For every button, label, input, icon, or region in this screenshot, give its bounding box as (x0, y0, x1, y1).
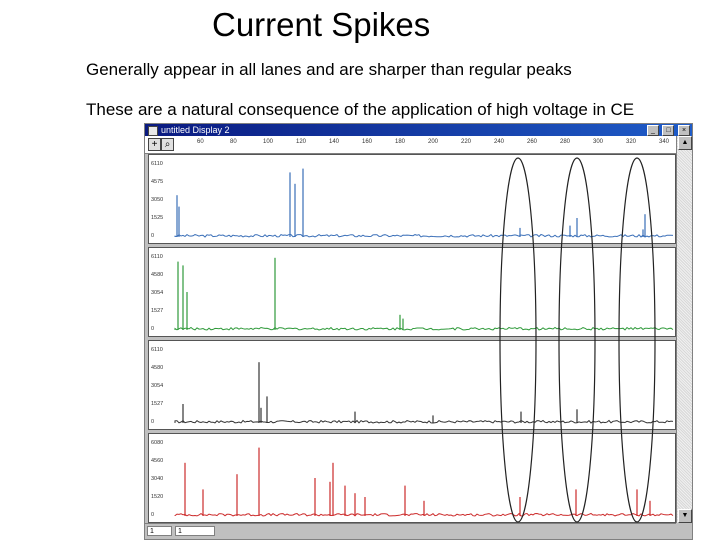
scale-label: 300 (593, 139, 604, 145)
scroll-up-icon[interactable]: ▲ (678, 136, 692, 150)
y-tick-label: 1527 (151, 308, 164, 314)
window-titlebar[interactable]: untitled Display 2 _ □ × (145, 124, 692, 136)
slide-title: Current Spikes (212, 6, 431, 43)
lane-trace-svg (174, 362, 674, 424)
scale-label: 100 (263, 139, 274, 145)
scale-label: 280 (560, 139, 571, 145)
baseline-trace (174, 326, 674, 331)
scale-label: 240 (494, 139, 505, 145)
scale-label: 120 (296, 139, 307, 145)
status-bar: 1 1 (145, 523, 676, 539)
bullet-1: Generally appear in all lanes and are sh… (86, 60, 572, 79)
y-tick-label: 4560 (151, 458, 164, 464)
scale-label: 220 (461, 139, 472, 145)
y-tick-label: 0 (151, 326, 155, 332)
status-field-1[interactable]: 1 (147, 526, 172, 536)
lane-trace-svg (174, 447, 674, 517)
scale-label: 80 (230, 139, 237, 145)
y-tick-label: 1527 (151, 401, 164, 407)
maximize-button[interactable]: □ (662, 125, 675, 136)
y-tick-label: 6110 (151, 161, 163, 167)
scale-label: 320 (626, 139, 637, 145)
scale-label: 60 (197, 139, 204, 145)
bullet-2: These are a natural consequence of the a… (86, 100, 635, 119)
scale-label: 140 (329, 139, 340, 145)
status-field-2[interactable]: 1 (175, 526, 215, 536)
lane-trace-svg (174, 257, 674, 331)
scale-label: 340 (659, 139, 670, 145)
y-tick-label: 0 (151, 233, 155, 239)
lane-3: 6110 4580 3054 1527 0 (148, 340, 676, 430)
y-tick-label: 4575 (151, 179, 164, 185)
scale-label: 200 (428, 139, 439, 145)
scale-label: 260 (527, 139, 538, 145)
scale-label: 180 (395, 139, 406, 145)
magnifier-icon[interactable]: ⌕ (161, 138, 174, 151)
baseline-trace (174, 419, 674, 424)
app-icon (148, 126, 158, 136)
display-toolbar: + ⌕ 60 80 100 120 140 160 180 200 220 240 260 280 30… (145, 136, 676, 154)
lane-2: 6110 4580 3054 1527 0 (148, 247, 676, 337)
window-title: untitled Display 2 (161, 125, 230, 135)
vertical-scrollbar[interactable]: ▲ ▼ (676, 136, 692, 523)
zoom-plus-icon[interactable]: + (148, 138, 161, 151)
y-tick-label: 1525 (151, 215, 164, 221)
lane-4: 6080 4560 3040 1520 0 (148, 433, 676, 523)
y-tick-label: 0 (151, 512, 155, 518)
lane-trace-svg (174, 168, 674, 238)
baseline-trace (174, 233, 674, 238)
y-tick-label: 0 (151, 419, 155, 425)
y-tick-label: 3054 (151, 290, 164, 296)
display-window: untitled Display 2 _ □ × + ⌕ 60 80 100 120 1… (144, 123, 693, 540)
y-tick-label: 4580 (151, 272, 164, 278)
scale-label: 160 (362, 139, 373, 145)
y-tick-label: 6080 (151, 440, 164, 446)
lane-1: 6110 4575 3050 1525 0 (148, 154, 676, 244)
minimize-button[interactable]: _ (646, 125, 659, 136)
close-button[interactable]: × (678, 125, 690, 136)
y-tick-label: 3050 (151, 197, 164, 203)
scroll-down-icon[interactable]: ▼ (678, 509, 692, 523)
y-tick-label: 3054 (151, 383, 164, 389)
plot-area: 6110 4575 3050 1525 0 6110 4580 3054 1527 0 6110 45… (148, 154, 676, 524)
y-tick-label: 3040 (151, 476, 164, 482)
y-tick-label: 4580 (151, 365, 164, 371)
y-tick-label: 6110 (151, 347, 163, 353)
y-tick-label: 6110 (151, 254, 163, 260)
y-tick-label: 1520 (151, 494, 164, 500)
